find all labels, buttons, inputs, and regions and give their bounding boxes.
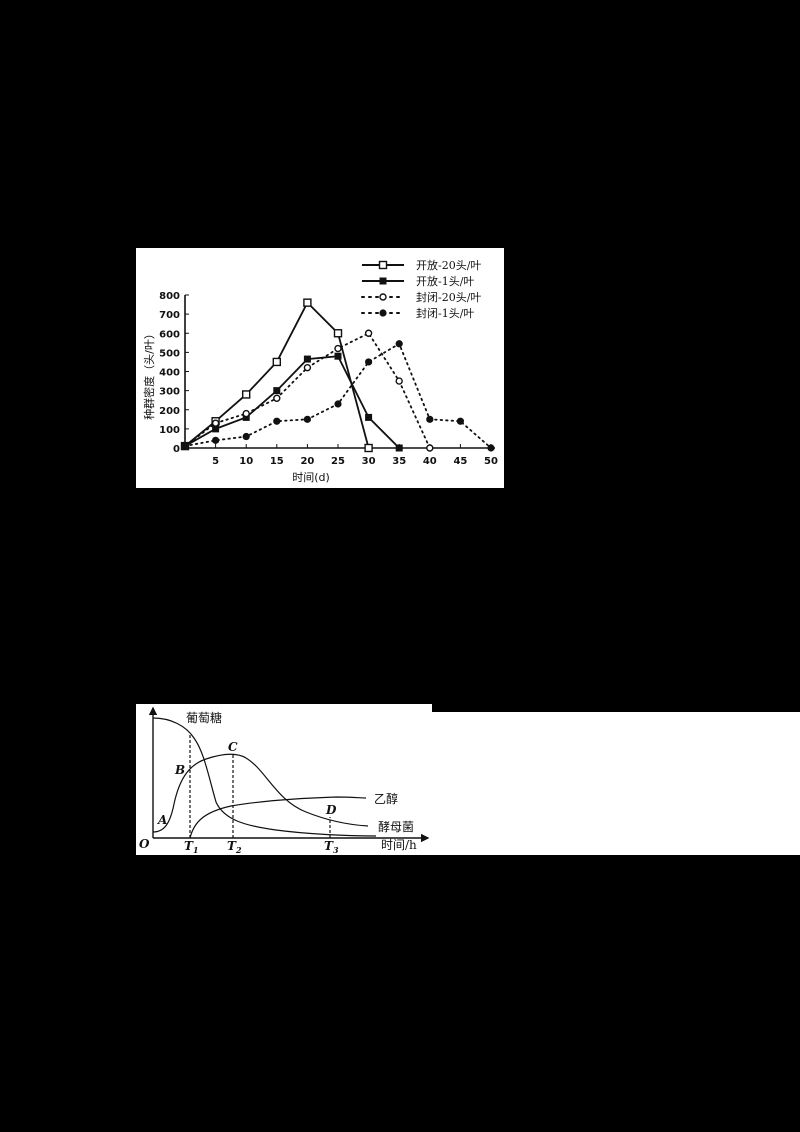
yeast-label: 酵母菌	[378, 820, 414, 834]
t2-label: T2	[227, 839, 242, 855]
glucose-label: 葡萄糖	[186, 710, 222, 725]
legend-item-label: 开放-20头/叶	[416, 258, 481, 272]
series-open-square	[180, 298, 373, 453]
chart1-y-axis-title: 种群密度（头/叶）	[142, 328, 156, 420]
ethanol-label: 乙醇	[374, 791, 398, 806]
chart2-right-white-area	[432, 712, 800, 855]
chart2-x-axis-title: 时间/h	[381, 838, 417, 852]
yeast-fermentation-chart: 葡萄糖 A B C D O T1 T2 T3	[136, 704, 432, 855]
chart1-legend: 开放-20头/叶开放-1头/叶封闭-20头/叶封闭-1头/叶	[361, 258, 481, 320]
x-tick-label: 15	[270, 456, 284, 467]
y-tick-label: 300	[159, 387, 180, 398]
y-tick-label: 0	[173, 444, 180, 455]
t3-label: T3	[324, 839, 339, 855]
chart1-axes: 0 100 200 300 400 500 600 700 800 5 10 15 20 25 30 35 40…	[159, 291, 498, 467]
y-tick-label: 100	[159, 425, 180, 436]
y-tick-label: 400	[159, 368, 180, 379]
yeast-curve	[152, 753, 369, 833]
y-tick-label: 800	[159, 291, 180, 302]
x-tick-label: 5	[212, 456, 219, 467]
legend-item-label: 开放-1头/叶	[416, 274, 474, 288]
ethanol-curve	[189, 796, 367, 839]
y-tick-label: 700	[159, 310, 180, 321]
point-c-label: C	[228, 740, 238, 754]
x-tick-label: 25	[331, 456, 345, 467]
legend-item-label: 封闭-1头/叶	[416, 306, 474, 320]
x-tick-label: 35	[392, 456, 406, 467]
series-filled-circle	[181, 340, 495, 452]
glucose-curve	[152, 717, 377, 837]
x-tick-label: 50	[484, 456, 498, 467]
chart2-plot: 葡萄糖 A B C D O T1 T2 T3	[139, 706, 430, 855]
y-tick-label: 500	[159, 348, 180, 359]
series-open-circle	[181, 329, 434, 452]
chart2-curve-labels: 乙醇 酵母菌 时间/h	[374, 791, 417, 852]
y-tick-label: 600	[159, 329, 180, 340]
x-tick-label: 20	[300, 456, 314, 467]
x-tick-label: 45	[453, 456, 467, 467]
chart1-plot: 0 100 200 300 400 500 600 700 800 5 10 15 20 25 30 35 40…	[142, 258, 498, 484]
point-d-label: D	[325, 803, 337, 817]
origin-label: O	[139, 837, 150, 851]
x-tick-label: 40	[423, 456, 437, 467]
series-filled-square	[181, 352, 403, 452]
chart1-x-axis-title: 时间(d)	[292, 471, 330, 484]
chart1-series	[180, 298, 495, 453]
point-b-label: B	[174, 763, 185, 777]
y-tick-label: 200	[159, 406, 180, 417]
point-a-label: A	[157, 813, 167, 827]
x-tick-label: 30	[362, 456, 376, 467]
t1-label: T1	[184, 839, 199, 855]
x-tick-label: 10	[239, 456, 253, 467]
population-density-chart: 0 100 200 300 400 500 600 700 800 5 10 15 20 25 30 35 40…	[136, 248, 504, 488]
legend-item-label: 封闭-20头/叶	[416, 290, 481, 304]
